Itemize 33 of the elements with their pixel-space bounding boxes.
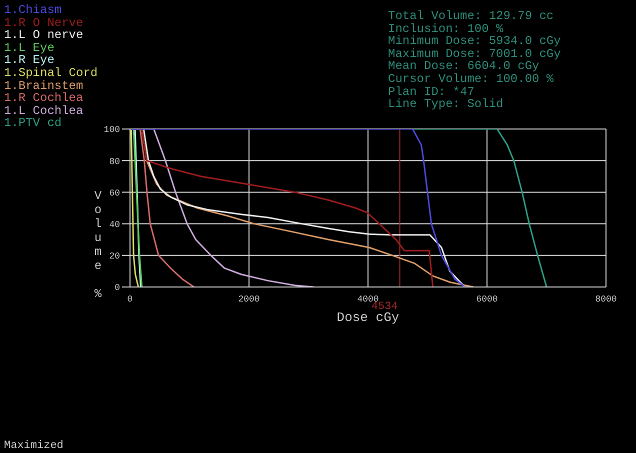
text: 1.L Cochlea — [4, 104, 84, 118]
text: 1.Spinal Cord — [4, 66, 99, 80]
y-tick-label: 20 — [109, 252, 120, 262]
text: Line Type: Solid — [388, 97, 504, 112]
x-tick-label: 6000 — [476, 294, 498, 304]
text: 1.Chiasm — [4, 3, 63, 17]
text: 1.R Eye — [4, 53, 54, 68]
text: Mean Dose: 6604.0 cGy — [388, 59, 540, 74]
text: 1.L Eye — [4, 40, 56, 55]
y-tick-label: 40 — [109, 220, 120, 230]
text: 1.R Cochlea — [4, 91, 84, 106]
text: Maximized — [4, 440, 64, 452]
x-tick-label: 8000 — [595, 294, 617, 304]
x-axis-title: Dose cGy — [336, 310, 400, 325]
text: Plan ID: *47 — [388, 84, 474, 99]
text: Cursor Volume: 100.00 % — [388, 72, 555, 86]
text: 1.L O nerve — [4, 28, 84, 42]
line-series — [412, 129, 548, 287]
text: Minimum Dose: 5934.0 cGy — [388, 34, 561, 48]
x-tick-label: 0 — [127, 294, 133, 304]
x-tick-label: 2000 — [238, 294, 260, 304]
y-tick-label: 80 — [109, 156, 120, 167]
y-tick-label: 0 — [114, 283, 120, 294]
text: Total Volume: 129.79 cc — [388, 9, 555, 23]
ref-line-label: 4534 — [371, 301, 398, 313]
text: 1.R O Nerve — [4, 16, 84, 30]
y-axis-title: Volume % — [94, 189, 102, 301]
text: 1.Brainstem — [4, 78, 84, 93]
y-tick-label: 60 — [109, 188, 120, 198]
text: Inclusion: 100 % — [388, 22, 504, 36]
y-tick-label: 100 — [104, 125, 120, 136]
text: 1.PTV cd — [4, 116, 62, 130]
text: Maximum Dose: 7001.0 cGy — [388, 46, 561, 61]
